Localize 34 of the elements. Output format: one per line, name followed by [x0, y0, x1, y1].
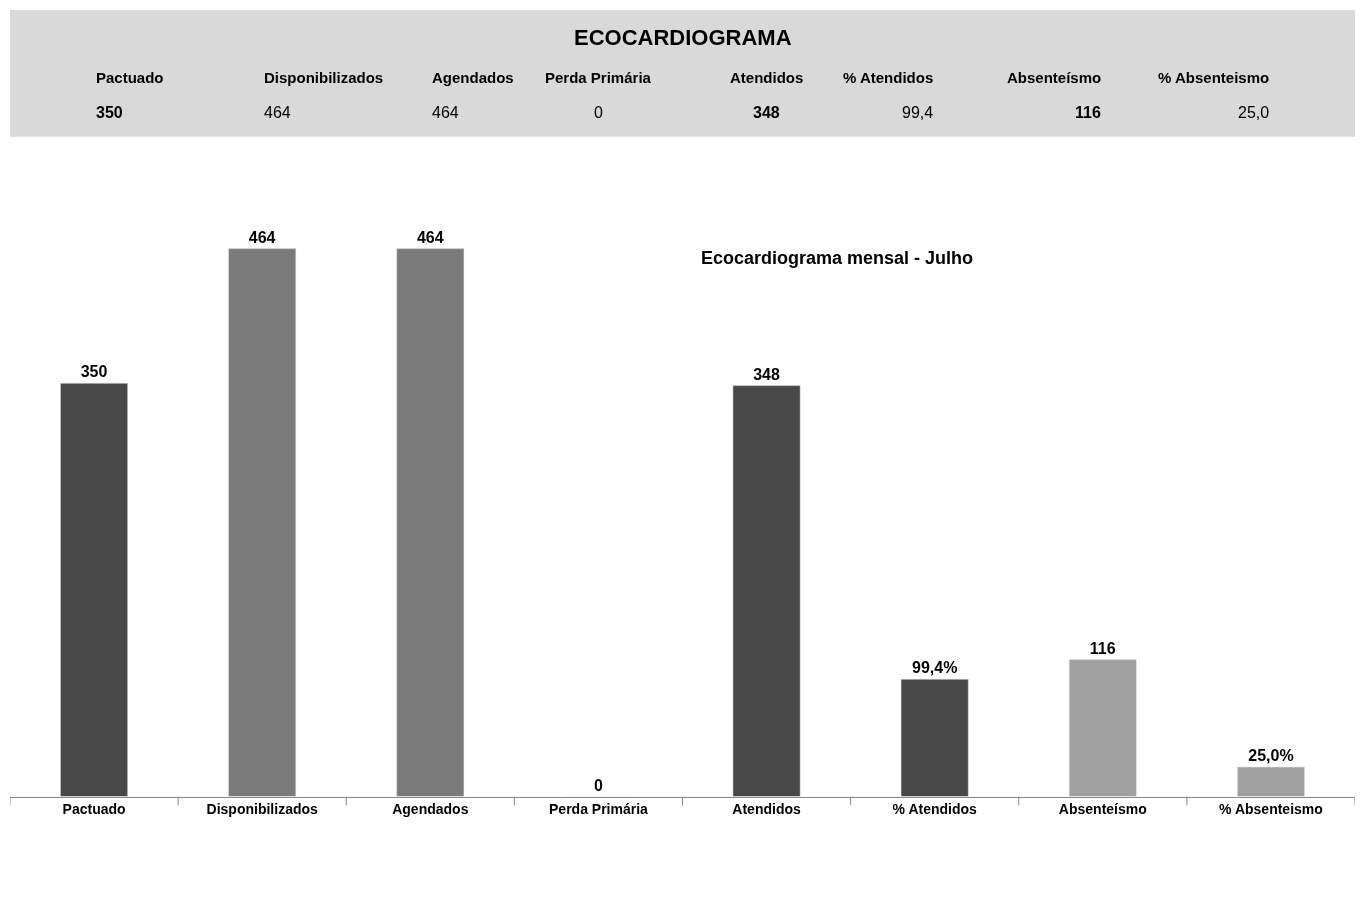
text: Atendidos: [730, 69, 804, 86]
text: Perda Primária: [545, 69, 652, 86]
text: 348: [753, 104, 780, 121]
data-label: 464: [416, 228, 444, 246]
x-tick-label: % Atendidos: [892, 801, 978, 818]
text: Agendados: [432, 69, 514, 86]
data-label: 25,0%: [1248, 747, 1294, 765]
text: 99,4: [902, 104, 934, 121]
data-label: 348: [753, 365, 780, 383]
text: % Absenteismo: [1158, 69, 1270, 86]
data-label: 0: [593, 776, 603, 794]
text: ECOCARDIOGRAMA: [574, 25, 792, 50]
x-tick-label: Pactuado: [62, 801, 126, 818]
text: 0: [594, 104, 603, 121]
text: Disponibilizados: [264, 69, 384, 86]
text: % Atendidos: [843, 69, 934, 86]
text: Absenteísmo: [1007, 69, 1102, 86]
x-tick-label: Disponibilizados: [206, 801, 319, 818]
text: 25,0: [1238, 104, 1270, 121]
data-label: 116: [1089, 639, 1116, 657]
data-label: 99,4%: [912, 659, 958, 677]
data-label: 350: [80, 363, 108, 381]
text: Pactuado: [96, 69, 164, 86]
text: 464: [264, 104, 291, 121]
x-tick-label: Agendados: [392, 801, 469, 818]
text: 350: [96, 104, 123, 121]
x-tick-label: Atendidos: [732, 801, 801, 818]
data-label: 464: [248, 228, 276, 246]
x-tick-label: Absenteísmo: [1058, 801, 1147, 818]
text: 116: [1075, 104, 1101, 121]
chart-title: Ecocardiograma mensal - Julho: [701, 248, 974, 268]
text: 464: [432, 104, 459, 121]
x-tick-label: Perda Primária: [549, 801, 649, 818]
x-tick-label: % Absenteismo: [1219, 801, 1323, 818]
